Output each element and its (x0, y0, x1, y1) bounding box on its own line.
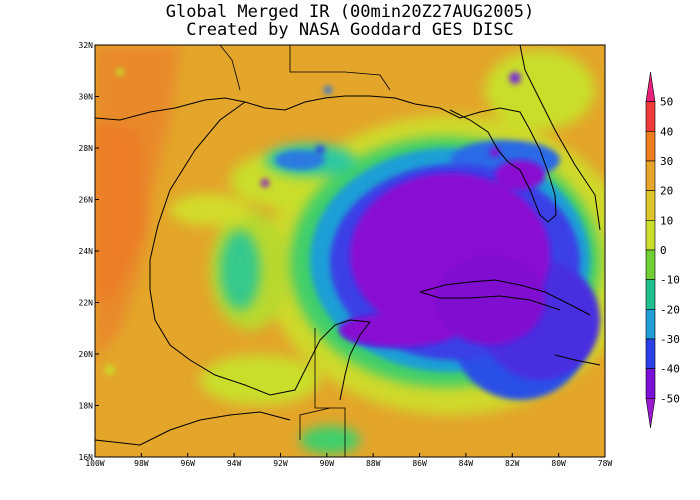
lon-tick-label: 100W (85, 459, 104, 468)
colorbar-labels: 50 40 30 20 10 0 -10 -20 -30 -40 -50 (660, 96, 680, 406)
colorbar-label: -40 (660, 363, 680, 376)
colorbar-swatch (645, 368, 656, 399)
colorbar-swatch (645, 71, 656, 102)
cuba-coast (419, 279, 591, 316)
lon-tick-label: 86W (412, 459, 427, 468)
colorbar-swatches (645, 71, 656, 429)
pacific-coast (95, 411, 291, 446)
ir-imagery (95, 45, 605, 457)
coastlines (95, 45, 601, 446)
colorbar-label: 30 (660, 155, 673, 168)
title-line-1: Global Merged IR (00min20Z27AUG2005) (165, 2, 535, 22)
hot-land-core (95, 120, 145, 300)
map-title: Global Merged IR (00min20Z27AUG2005) Cre… (0, 3, 700, 39)
colorbar-label: 10 (660, 214, 673, 227)
gulf-west-coast (149, 101, 371, 396)
colorbar-label: 40 (660, 125, 673, 138)
borders (219, 45, 391, 457)
cuba-south-coast (419, 291, 561, 311)
colorbar-swatch (645, 101, 656, 132)
colorbar-swatch (645, 398, 656, 429)
lat-tick-label: 18N (79, 402, 94, 411)
lat-tick-label: 28N (79, 144, 94, 153)
colorbar-label: 0 (660, 244, 667, 257)
longitude-ticks: 100W 98W 96W 94W 92W 90W 88W 86W 84W 82W 80W 78W (85, 453, 612, 468)
colorbar-label: 20 (660, 185, 673, 198)
lat-tick-label: 24N (79, 247, 94, 256)
colorbar-swatch (645, 190, 656, 221)
lon-tick-label: 92W (273, 459, 288, 468)
border-belize (299, 407, 331, 440)
colorbar-swatch (645, 220, 656, 251)
lat-tick-label: 20N (79, 350, 94, 359)
lat-tick-label: 16N (79, 453, 94, 462)
lat-tick-label: 22N (79, 299, 94, 308)
lon-tick-label: 88W (366, 459, 381, 468)
colorbar-label: -10 (660, 274, 680, 287)
latitude-ticks: 16N 18N 20N 22N 24N 26N 28N 30N 32N (79, 41, 99, 462)
lon-tick-label: 98W (134, 459, 149, 468)
florida-east-coast (519, 45, 601, 231)
colorbar-swatch (645, 309, 656, 340)
lon-tick-label: 96W (181, 459, 196, 468)
scattered-spots (105, 68, 521, 375)
colorbar-label: -50 (660, 392, 680, 405)
border-us-states (289, 45, 391, 91)
lat-tick-label: 26N (79, 196, 94, 205)
colorbar-label: -20 (660, 303, 680, 316)
colorbar-label: 50 (660, 96, 673, 109)
colorbar-swatch (645, 131, 656, 162)
colorbar-swatch (645, 279, 656, 310)
colorbar-swatch (645, 160, 656, 191)
lat-tick-label: 30N (79, 93, 94, 102)
lon-tick-label: 82W (505, 459, 520, 468)
colorbar-swatch (645, 338, 656, 369)
colorbar: 50 40 30 20 10 0 -10 -20 -30 -40 -50 (645, 71, 680, 429)
yucatan-east-coast (339, 321, 371, 401)
lon-tick-label: 84W (459, 459, 474, 468)
gulf-north-coast (95, 95, 557, 223)
colorbar-swatch (645, 249, 656, 280)
jamaica-coast (554, 354, 601, 366)
lon-tick-label: 80W (551, 459, 566, 468)
title-line-2: Created by NASA Goddard GES DISC (186, 20, 514, 40)
lon-tick-label: 78W (598, 459, 613, 468)
lat-tick-label: 32N (79, 41, 94, 50)
lon-tick-label: 94W (227, 459, 242, 468)
colorbar-label: -30 (660, 333, 680, 346)
border-us-mexico (219, 45, 241, 91)
lon-tick-label: 90W (320, 459, 335, 468)
